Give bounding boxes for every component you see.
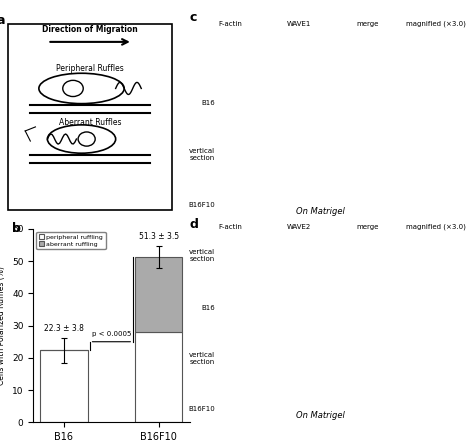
Text: d: d <box>190 218 199 231</box>
Ellipse shape <box>39 73 124 103</box>
Ellipse shape <box>47 125 116 153</box>
Text: Direction of Migration: Direction of Migration <box>42 25 138 34</box>
Text: vertical
section: vertical section <box>189 249 215 262</box>
Text: c: c <box>190 11 197 24</box>
Bar <box>135 257 182 332</box>
Ellipse shape <box>78 132 95 146</box>
Text: merge: merge <box>356 224 379 230</box>
Text: F-actin: F-actin <box>218 21 242 27</box>
Text: Peripheral Ruffles: Peripheral Ruffles <box>56 64 124 73</box>
Text: On Matrigel: On Matrigel <box>295 207 345 216</box>
Legend: peripheral ruffling, aberrant ruffling: peripheral ruffling, aberrant ruffling <box>36 232 106 249</box>
Text: Aberrant Ruffles: Aberrant Ruffles <box>59 118 121 127</box>
Text: vertical
section: vertical section <box>189 352 215 365</box>
Text: p < 0.0005: p < 0.0005 <box>91 331 131 337</box>
Text: 22.3 ± 3.8: 22.3 ± 3.8 <box>44 324 84 334</box>
Text: a: a <box>0 14 5 26</box>
Bar <box>135 332 182 422</box>
Text: B16: B16 <box>201 305 215 311</box>
Text: B16: B16 <box>201 100 215 106</box>
FancyBboxPatch shape <box>8 24 172 210</box>
Text: magnified (×3.0): magnified (×3.0) <box>406 224 466 230</box>
Ellipse shape <box>63 81 83 96</box>
Bar <box>40 350 88 422</box>
Text: B16F10: B16F10 <box>189 202 215 208</box>
Text: vertical
section: vertical section <box>189 147 215 161</box>
Text: merge: merge <box>356 21 379 27</box>
Text: On Matrigel: On Matrigel <box>295 411 345 420</box>
Text: magnified (×3.0): magnified (×3.0) <box>406 21 466 27</box>
Text: F-actin: F-actin <box>218 224 242 230</box>
Text: B16F10: B16F10 <box>189 406 215 412</box>
Text: WAVE1: WAVE1 <box>286 21 311 27</box>
Text: b: b <box>12 222 21 235</box>
Text: WAVE2: WAVE2 <box>286 224 311 230</box>
Text: 51.3 ± 3.5: 51.3 ± 3.5 <box>139 232 179 241</box>
Y-axis label: Cells with Polarized Ruffles (%): Cells with Polarized Ruffles (%) <box>0 266 7 385</box>
